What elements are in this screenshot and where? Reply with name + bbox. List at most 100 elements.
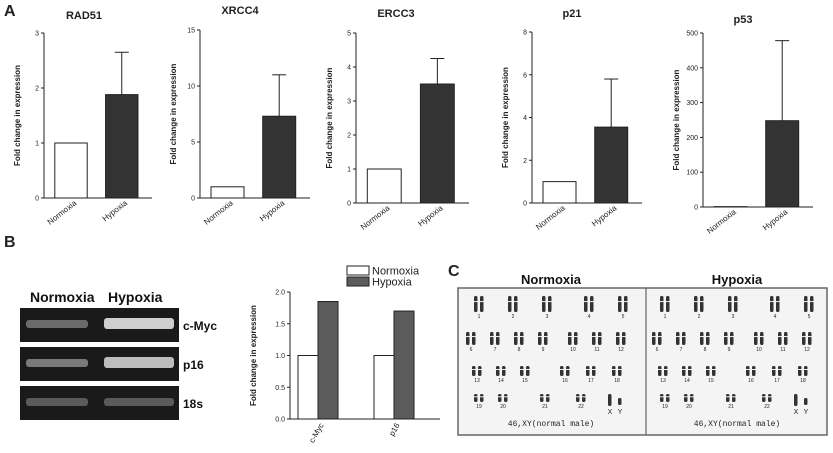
chromosome: [660, 394, 664, 402]
chromosome: [466, 332, 470, 345]
chromosome: [706, 332, 710, 345]
chromosome: [582, 394, 586, 402]
chromosome-number: 2: [512, 314, 515, 320]
chromosome-y: [618, 398, 622, 405]
karyotype-title-normoxia: Normoxia: [521, 272, 582, 287]
chromosome: [652, 332, 656, 345]
y-axis-label-p53: Fold change in expression: [672, 69, 681, 170]
category-label-p53: Normoxia: [705, 207, 738, 236]
y-tick-label-p21: 0: [523, 201, 527, 208]
y-tick-label-p53: 100: [686, 170, 698, 177]
chromosome: [804, 296, 808, 312]
chromosome: [732, 394, 736, 402]
category-label-xrcc4: Hypoxia: [258, 198, 287, 223]
category-label-xrcc4: Normoxia: [202, 198, 235, 227]
chromosome-number: 5: [622, 314, 625, 320]
y-tick-label-ercc3: 4: [347, 65, 351, 72]
chromosome: [480, 394, 484, 402]
chromosome-number: 15: [522, 378, 528, 384]
chromosome: [682, 332, 686, 345]
gel-band-18s-hypoxia: [104, 398, 174, 406]
karyotype-caption-normoxia: 46,XY(normal male): [508, 420, 594, 429]
chromosome: [590, 296, 594, 312]
chromosome: [598, 332, 602, 345]
chromosome: [586, 366, 590, 376]
chromosome-number: 4: [774, 314, 777, 320]
chromosome-number: 22: [578, 404, 584, 410]
y-tick-label-p53: 300: [686, 100, 698, 107]
bar-p21-normoxia: [542, 181, 577, 204]
chromosome: [688, 366, 692, 376]
legend-label-normoxia: Normoxia: [372, 266, 420, 278]
chromosome-number: 7: [494, 347, 497, 353]
gel-band-cmyc-normoxia: [26, 320, 88, 328]
y-tick-label-p53: 200: [686, 135, 698, 142]
bar-c-myc-hypoxia: [317, 301, 339, 420]
chromosome: [752, 366, 756, 376]
chart-xrcc4: XRCC4 0 5 10 15 Fold change in expression Norm…: [169, 5, 310, 227]
panel-label-b: B: [4, 234, 16, 251]
chromosome: [618, 296, 622, 312]
chromosome: [808, 332, 812, 345]
chromosome: [618, 366, 622, 376]
chromosome-number: 14: [498, 378, 504, 384]
y-tick-label-p21: 8: [523, 30, 527, 37]
category-label-p16: p16: [387, 421, 402, 438]
chromosome: [540, 394, 544, 402]
chromosome-number: 19: [476, 404, 482, 410]
chromosome-number: 16: [748, 378, 754, 384]
y-tick-label-b: 1.0: [275, 353, 285, 360]
chromosome-label-x: X: [794, 409, 799, 416]
chromosome-number: 1: [664, 314, 667, 320]
chromosome: [658, 332, 662, 345]
chromosome-number: 21: [728, 404, 734, 410]
chromosome: [798, 366, 802, 376]
gel-column-normoxia: Normoxia: [30, 289, 95, 305]
category-label-ercc3: Normoxia: [359, 203, 392, 232]
chromosome-number: 20: [500, 404, 506, 410]
chromosome: [566, 366, 570, 376]
chromosome-number: 16: [562, 378, 568, 384]
gel-band-p16-normoxia: [26, 359, 88, 367]
chromosome: [660, 296, 664, 312]
bar-p16-normoxia: [373, 355, 395, 420]
y-tick-label-p53: 500: [686, 31, 698, 38]
bar-xrcc4-hypoxia: [262, 115, 297, 199]
chromosome-number: 18: [614, 378, 620, 384]
chromosome-number: 13: [474, 378, 480, 384]
y-tick-label-xrcc4: 5: [191, 140, 195, 147]
chromosome: [622, 332, 626, 345]
chromosome: [514, 332, 518, 345]
chromosome: [810, 296, 814, 312]
gel-gene-cmyc: c-Myc: [183, 319, 217, 333]
chromosome: [520, 332, 524, 345]
y-tick-label-p53: 400: [686, 65, 698, 72]
y-tick-label-ercc3: 2: [347, 133, 351, 140]
chromosome: [754, 332, 758, 345]
chromosome: [496, 332, 500, 345]
bar-p16-hypoxia: [393, 310, 415, 420]
gel-band-18s-normoxia: [26, 398, 88, 406]
y-tick-label-rad51: 1: [35, 141, 39, 148]
bar-p53-hypoxia: [765, 120, 800, 208]
chart-p53: p53 0 100 200 300 400 500 Fold change in expres…: [672, 14, 813, 236]
chromosome-number: 6: [470, 347, 473, 353]
y-axis-label-b: Fold change in expression: [249, 305, 258, 406]
gel-gene-p16: p16: [183, 358, 204, 372]
chromosome-number: 10: [756, 347, 762, 353]
y-tick-label-rad51: 2: [35, 86, 39, 93]
legend-swatch-hypoxia: [346, 276, 370, 287]
chromosome: [730, 332, 734, 345]
chromosome: [490, 332, 494, 345]
chart-cmyc-p16: 0.0 0.5 1.0 1.5 2.0 Fold change in expression…: [249, 265, 440, 444]
y-tick-label-ercc3: 1: [347, 167, 351, 174]
chromosome: [504, 394, 508, 402]
chromosome: [502, 366, 506, 376]
y-tick-label-ercc3: 5: [347, 31, 351, 38]
bar-rad51-normoxia: [54, 142, 88, 199]
y-tick-label-rad51: 3: [35, 31, 39, 38]
chromosome: [584, 296, 588, 312]
chromosome-number: 8: [518, 347, 521, 353]
chromosome: [478, 366, 482, 376]
chromosome: [768, 394, 772, 402]
